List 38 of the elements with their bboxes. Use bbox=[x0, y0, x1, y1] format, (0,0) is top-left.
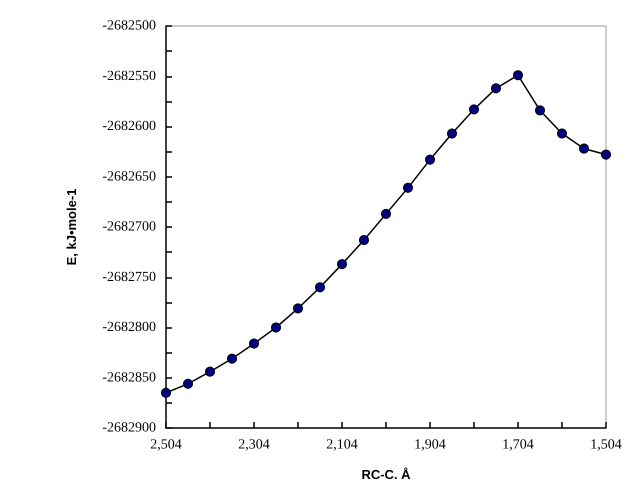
x-tick-label: 1,704 bbox=[502, 438, 534, 452]
y-axis-title: E, kJ•mole-1 bbox=[64, 188, 79, 266]
y-tick-label: -2682900 bbox=[102, 420, 156, 436]
point bbox=[183, 378, 193, 389]
point bbox=[293, 303, 303, 314]
point bbox=[249, 338, 259, 349]
point bbox=[381, 208, 391, 219]
point bbox=[271, 322, 281, 332]
y-tick-label: -2682750 bbox=[102, 270, 156, 285]
point bbox=[469, 104, 479, 114]
point bbox=[535, 105, 545, 116]
point bbox=[337, 259, 347, 270]
point bbox=[557, 128, 567, 139]
y-tick-label: -2682550 bbox=[102, 68, 156, 84]
point bbox=[227, 354, 237, 364]
point bbox=[161, 388, 171, 398]
point bbox=[513, 70, 523, 80]
x-tick-label: 2,504 bbox=[150, 438, 182, 452]
x-tick-label: 2,104 bbox=[326, 438, 358, 452]
y-tick-label: -2682500 bbox=[102, 18, 156, 34]
y-tick-label: -2682600 bbox=[102, 119, 156, 134]
y-tick-label: -2682800 bbox=[102, 320, 156, 335]
y-tick-label: -2682700 bbox=[102, 220, 156, 234]
point bbox=[205, 366, 215, 377]
x-tick-label: 1,904 bbox=[414, 438, 446, 452]
point bbox=[491, 83, 501, 94]
x-tick-label: 1,504 bbox=[590, 438, 622, 452]
point bbox=[359, 235, 369, 246]
point bbox=[425, 154, 435, 165]
point bbox=[315, 282, 325, 292]
y-tick-label: -2682850 bbox=[102, 370, 156, 386]
point bbox=[601, 150, 611, 160]
x-axis-title: RC-C. Å bbox=[361, 467, 412, 482]
point bbox=[447, 128, 457, 139]
y-tick-label: -2682650 bbox=[102, 169, 156, 184]
x-tick-label: 2,304 bbox=[238, 438, 270, 452]
point bbox=[579, 144, 589, 154]
point bbox=[403, 182, 413, 193]
